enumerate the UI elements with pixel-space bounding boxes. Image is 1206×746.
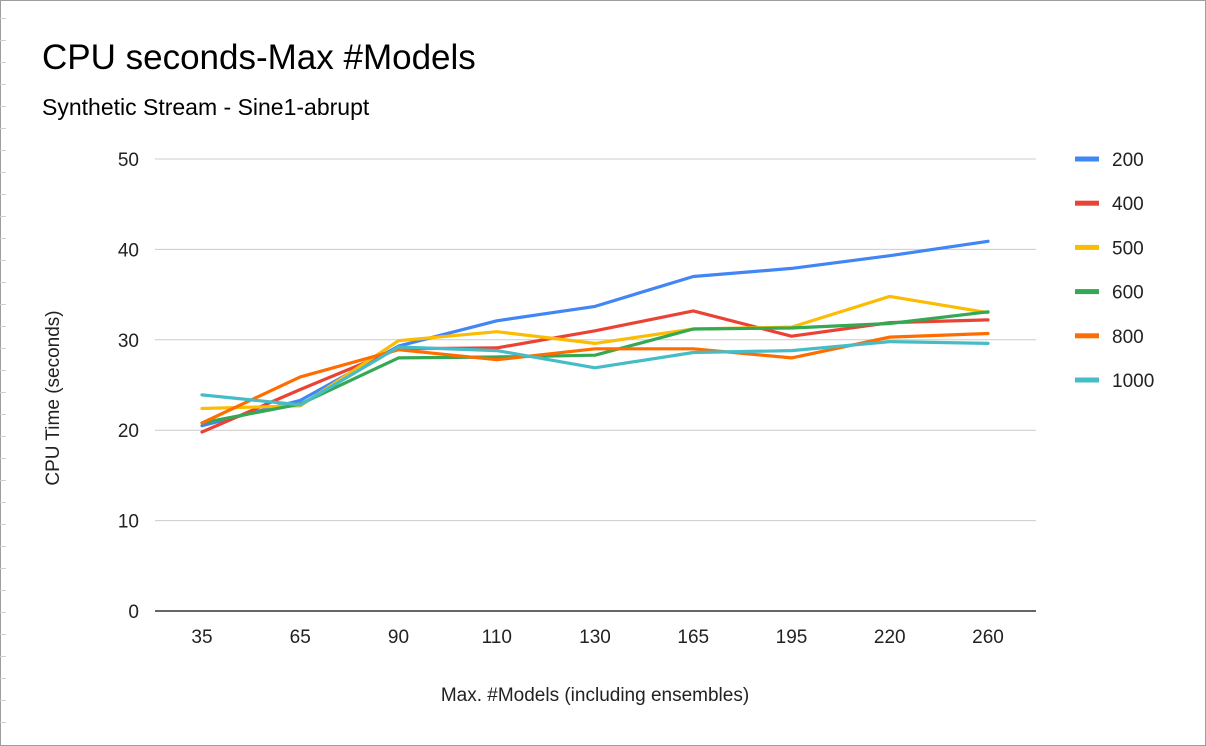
y-tick-label: 10 (118, 512, 139, 533)
chart-title: CPU seconds-Max #Models (42, 38, 476, 77)
x-tick-label: 35 (191, 627, 212, 648)
y-tick-label: 50 (118, 150, 139, 171)
legend-label: 200 (1112, 150, 1144, 171)
series-line-800 (200, 331, 990, 425)
legend-swatch-800 (1075, 333, 1099, 339)
x-tick-label: 90 (388, 627, 409, 648)
x-axis-title: Max. #Models (including ensembles) (441, 685, 749, 706)
y-tick-label: 20 (118, 421, 139, 442)
y-axis-title: CPU Time (seconds) (43, 310, 64, 485)
chart-subtitle: Synthetic Stream - Sine1-abrupt (42, 94, 370, 120)
series-line-200 (200, 239, 990, 428)
series-line-1000 (200, 340, 990, 407)
x-tick-label: 165 (677, 627, 709, 648)
x-tick-label: 220 (874, 627, 906, 648)
series-line-400 (200, 309, 990, 434)
legend: 200 400 500 600 800 1000 (1075, 150, 1154, 392)
gridlines (155, 158, 1036, 522)
x-tick-label: 130 (579, 627, 611, 648)
row-gutter-marks (0, 0, 7, 746)
series-line-600 (200, 310, 990, 425)
x-tick-label: 260 (972, 627, 1004, 648)
legend-label: 500 (1112, 238, 1144, 259)
y-tick-label: 40 (118, 240, 139, 261)
legend-swatch-500 (1075, 244, 1099, 250)
y-tick-label: 30 (118, 331, 139, 352)
legend-label: 1000 (1112, 371, 1154, 392)
x-tick-label: 110 (482, 627, 512, 648)
y-tick-label: 0 (128, 602, 139, 623)
x-tick-label: 65 (290, 627, 311, 648)
legend-label: 600 (1112, 283, 1144, 304)
legend-swatch-400 (1075, 200, 1099, 206)
legend-swatch-200 (1075, 156, 1099, 162)
legend-label: 800 (1112, 327, 1144, 348)
legend-swatch-1000 (1075, 377, 1099, 383)
legend-label: 400 (1112, 194, 1144, 215)
series-lines (200, 239, 990, 434)
legend-swatch-600 (1075, 289, 1099, 295)
x-tick-label: 195 (776, 627, 808, 648)
axes: 0 10 20 30 40 50 35 65 90 110 130 165 195 220 260 (118, 150, 1036, 648)
